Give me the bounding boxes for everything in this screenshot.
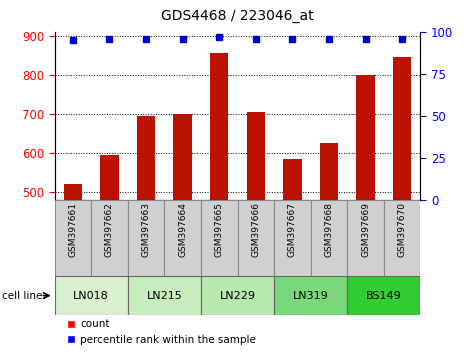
Text: GSM397666: GSM397666 bbox=[251, 202, 260, 257]
Bar bbox=[384, 200, 420, 276]
Text: GSM397664: GSM397664 bbox=[178, 202, 187, 257]
Text: GSM397668: GSM397668 bbox=[324, 202, 333, 257]
Text: GSM397665: GSM397665 bbox=[215, 202, 224, 257]
Bar bbox=[201, 276, 274, 315]
Bar bbox=[100, 155, 119, 200]
Text: cell line: cell line bbox=[2, 291, 43, 301]
Text: BS149: BS149 bbox=[366, 291, 402, 301]
Text: LN215: LN215 bbox=[146, 291, 182, 301]
Bar bbox=[137, 116, 155, 200]
Text: LN229: LN229 bbox=[219, 291, 256, 301]
Legend: count, percentile rank within the sample: count, percentile rank within the sample bbox=[62, 315, 260, 349]
Text: GSM397669: GSM397669 bbox=[361, 202, 370, 257]
Bar bbox=[274, 276, 347, 315]
Text: LN018: LN018 bbox=[73, 291, 109, 301]
Bar bbox=[347, 276, 420, 315]
Bar bbox=[164, 200, 201, 276]
Bar bbox=[55, 200, 91, 276]
Bar bbox=[347, 200, 384, 276]
Bar bbox=[320, 143, 338, 200]
Text: GSM397661: GSM397661 bbox=[68, 202, 77, 257]
Bar bbox=[201, 200, 238, 276]
Bar bbox=[128, 200, 164, 276]
Text: GSM397662: GSM397662 bbox=[105, 202, 114, 257]
Text: GSM397667: GSM397667 bbox=[288, 202, 297, 257]
Bar bbox=[91, 200, 128, 276]
Bar bbox=[247, 112, 265, 200]
Bar bbox=[393, 57, 411, 200]
Bar bbox=[55, 276, 128, 315]
Bar bbox=[311, 200, 347, 276]
Bar bbox=[283, 159, 302, 200]
Text: GDS4468 / 223046_at: GDS4468 / 223046_at bbox=[161, 9, 314, 23]
Bar bbox=[274, 200, 311, 276]
Bar bbox=[238, 200, 274, 276]
Bar bbox=[356, 75, 375, 200]
Text: GSM397663: GSM397663 bbox=[142, 202, 151, 257]
Bar bbox=[173, 114, 192, 200]
Text: LN319: LN319 bbox=[293, 291, 329, 301]
Text: GSM397670: GSM397670 bbox=[398, 202, 407, 257]
Bar bbox=[128, 276, 201, 315]
Bar bbox=[64, 184, 82, 200]
Bar bbox=[210, 53, 228, 200]
